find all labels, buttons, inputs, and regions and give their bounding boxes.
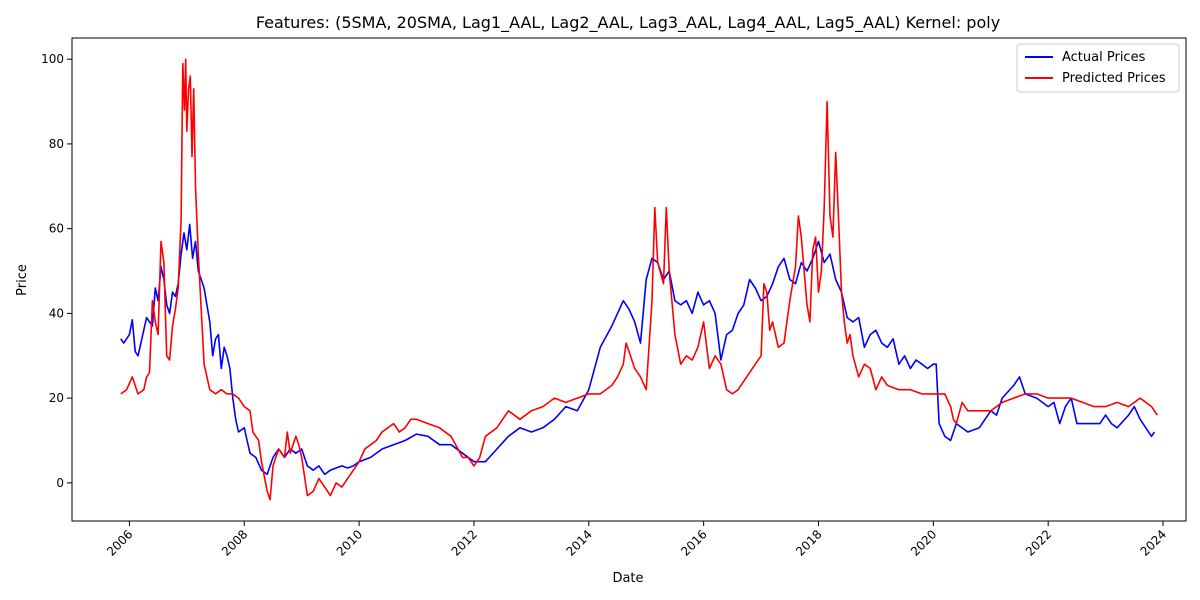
series-line-predicted bbox=[120, 58, 1158, 501]
x-axis-label: Date bbox=[612, 571, 643, 586]
legend: Actual Prices Predicted Prices bbox=[1016, 43, 1180, 93]
y-tick-label: 40 bbox=[49, 306, 64, 320]
y-axis-label: Price bbox=[15, 264, 30, 296]
x-tick-label: 2012 bbox=[449, 527, 480, 558]
y-tick-label: 0 bbox=[56, 476, 64, 490]
legend-label-predicted: Predicted Prices bbox=[1062, 71, 1166, 86]
legend-label-actual: Actual Prices bbox=[1062, 50, 1146, 65]
y-tick-label: 20 bbox=[49, 391, 64, 405]
x-tick-label: 2014 bbox=[563, 527, 594, 558]
x-tick-label: 2018 bbox=[793, 527, 824, 558]
x-tick-label: 2010 bbox=[334, 527, 365, 558]
x-tick-label: 2022 bbox=[1023, 527, 1054, 558]
chart-title: Features: (5SMA, 20SMA, Lag1_AAL, Lag2_A… bbox=[256, 13, 1000, 33]
series-layer bbox=[120, 58, 1158, 501]
y-tick-label: 80 bbox=[49, 137, 64, 151]
legend-box bbox=[1016, 43, 1180, 93]
x-tick-label: 2006 bbox=[104, 527, 135, 558]
plot-area bbox=[71, 37, 1187, 522]
y-tick-label: 60 bbox=[49, 222, 64, 236]
plot-border bbox=[71, 37, 1187, 522]
series-line-actual bbox=[120, 223, 1156, 476]
y-axis: 0 20 40 60 80 100 bbox=[41, 52, 72, 490]
x-tick-label: 2008 bbox=[219, 527, 250, 558]
x-tick-label: 2020 bbox=[908, 527, 939, 558]
x-tick-label: 2024 bbox=[1138, 527, 1169, 558]
x-axis: 2006 2008 2010 2012 2014 2016 2018 2020 2022 2024 bbox=[104, 521, 1169, 559]
y-tick-label: 100 bbox=[41, 52, 64, 66]
x-tick-label: 2016 bbox=[678, 527, 709, 558]
